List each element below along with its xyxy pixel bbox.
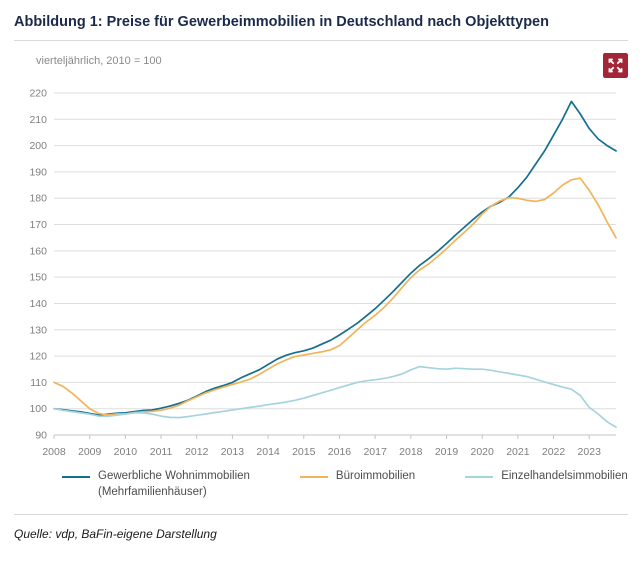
- svg-text:120: 120: [29, 351, 47, 363]
- legend-item-einzelhandelsimmobilien: Einzelhandelsimmobilien: [465, 469, 628, 485]
- svg-text:130: 130: [29, 324, 47, 336]
- svg-text:2021: 2021: [506, 446, 530, 458]
- svg-text:190: 190: [29, 166, 47, 178]
- svg-text:2020: 2020: [471, 446, 495, 458]
- chart-legend: Gewerbliche Wohnimmobilien (Mehrfamilien…: [62, 469, 628, 500]
- legend-label-line1: Gewerbliche Wohnimmobilien: [98, 470, 250, 482]
- svg-text:2013: 2013: [221, 446, 245, 458]
- svg-text:2015: 2015: [292, 446, 316, 458]
- legend-item-bueroimmobilien: Büroimmobilien: [299, 469, 416, 485]
- divider-top: [14, 40, 628, 41]
- legend-item-wohnimmobilien: Gewerbliche Wohnimmobilien (Mehrfamilien…: [62, 469, 250, 500]
- svg-text:2018: 2018: [399, 446, 423, 458]
- legend-swatch-bueroimmobilien: [299, 476, 328, 478]
- expand-button[interactable]: [603, 53, 628, 78]
- svg-text:2008: 2008: [42, 446, 66, 458]
- svg-text:2009: 2009: [78, 446, 102, 458]
- svg-text:220: 220: [29, 88, 47, 100]
- svg-text:2010: 2010: [114, 446, 138, 458]
- expand-icon-bg: [603, 53, 628, 78]
- svg-text:90: 90: [35, 430, 47, 442]
- expand-icon: [603, 53, 628, 78]
- legend-label: Einzelhandelsimmobilien: [501, 470, 628, 482]
- svg-text:2016: 2016: [328, 446, 352, 458]
- svg-text:2011: 2011: [150, 446, 173, 458]
- svg-text:180: 180: [29, 193, 47, 205]
- chart-subtitle: vierteljährlich, 2010 = 100: [36, 55, 162, 67]
- svg-text:160: 160: [29, 245, 47, 257]
- svg-text:2014: 2014: [256, 446, 280, 458]
- svg-text:110: 110: [30, 377, 47, 389]
- line-chart: 90 100 110 120 130 140 150 160 170 180 190 200 210 22…: [29, 88, 617, 458]
- legend-swatch-wohnimmobilien: [62, 476, 90, 478]
- svg-text:2023: 2023: [578, 446, 602, 458]
- svg-text:170: 170: [29, 219, 47, 231]
- svg-text:2019: 2019: [435, 446, 459, 458]
- legend-label-line2: (Mehrfamilienhäuser): [98, 485, 207, 498]
- svg-text:210: 210: [29, 114, 47, 126]
- svg-text:200: 200: [29, 140, 47, 152]
- chart-header: vierteljährlich, 2010 = 100: [14, 53, 628, 83]
- figure-title: Abbildung 1: Preise für Gewerbeimmobilie…: [14, 14, 549, 30]
- svg-text:2012: 2012: [185, 446, 209, 458]
- legend-swatch-einzelhandelsimmobilien: [465, 476, 494, 478]
- divider-bottom: [14, 514, 628, 516]
- legend-label: Büroimmobilien: [335, 470, 416, 482]
- svg-text:140: 140: [29, 298, 47, 310]
- svg-text:2017: 2017: [363, 446, 387, 458]
- svg-text:150: 150: [29, 272, 47, 284]
- svg-text:100: 100: [29, 403, 47, 415]
- source-text: Quelle: vdp, BaFin-eigene Darstellung: [14, 527, 217, 542]
- svg-text:2022: 2022: [542, 446, 566, 458]
